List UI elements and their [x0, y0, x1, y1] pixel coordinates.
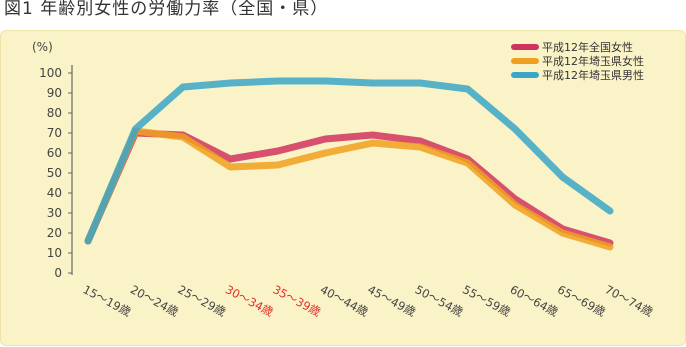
y-tick-label: 90	[47, 86, 62, 100]
x-tick-label: 35〜39歳	[270, 282, 323, 319]
x-tick-label: 45〜49歳	[365, 282, 418, 319]
data-point	[228, 81, 232, 85]
legend-label: 平成12年埼玉県男性	[542, 68, 644, 82]
x-tick-label: 55〜59歳	[460, 282, 513, 319]
x-tick-label: 65〜69歳	[555, 282, 608, 319]
data-point	[276, 149, 280, 153]
x-tick-label: 40〜44歳	[318, 282, 371, 319]
data-point	[228, 157, 232, 161]
data-point	[181, 85, 185, 89]
data-point	[418, 81, 422, 85]
data-point	[561, 175, 565, 179]
y-tick-label: 80	[47, 106, 62, 120]
x-tick-label: 50〜54歳	[413, 282, 466, 319]
data-point	[418, 139, 422, 143]
data-point	[86, 239, 90, 243]
data-point	[276, 79, 280, 83]
series-line	[84, 127, 614, 251]
data-point	[608, 245, 612, 249]
data-point	[133, 127, 137, 131]
x-tick-label: 20〜24歳	[128, 282, 181, 319]
data-point	[323, 151, 327, 155]
data-point	[323, 137, 327, 141]
data-point	[513, 203, 517, 207]
data-point	[513, 127, 517, 131]
data-point	[181, 135, 185, 139]
data-point	[466, 161, 470, 165]
data-point	[371, 81, 375, 85]
data-point	[561, 231, 565, 235]
figure-caption: 図1 年齢別女性の労働力率（全国・県）	[4, 0, 329, 19]
series-line	[84, 77, 614, 245]
data-point	[276, 163, 280, 167]
x-tick-label: 60〜64歳	[508, 282, 561, 319]
data-point	[371, 141, 375, 145]
x-tick-label: 70〜74歳	[603, 282, 656, 319]
y-tick-label: 10	[47, 246, 62, 260]
data-point	[228, 165, 232, 169]
y-tick-label: 50	[47, 166, 62, 180]
y-tick-label: 0	[54, 266, 62, 280]
x-tick-label: 25〜29歳	[176, 282, 229, 319]
legend-label: 平成12年全国女性	[542, 40, 633, 54]
y-tick-label: 100	[39, 66, 62, 80]
data-point	[418, 145, 422, 149]
data-point	[323, 79, 327, 83]
legend-label: 平成12年埼玉県女性	[542, 54, 644, 68]
y-axis-unit: (%)	[32, 40, 53, 54]
data-point	[608, 209, 612, 213]
y-tick-label: 40	[47, 186, 62, 200]
data-point	[466, 87, 470, 91]
y-tick-label: 20	[47, 226, 62, 240]
y-tick-label: 70	[47, 126, 62, 140]
y-tick-label: 60	[47, 146, 62, 160]
x-tick-label: 15〜19歳	[81, 282, 134, 319]
data-point	[371, 133, 375, 137]
y-tick-label: 30	[47, 206, 62, 220]
x-tick-label: 30〜34歳	[223, 282, 276, 319]
